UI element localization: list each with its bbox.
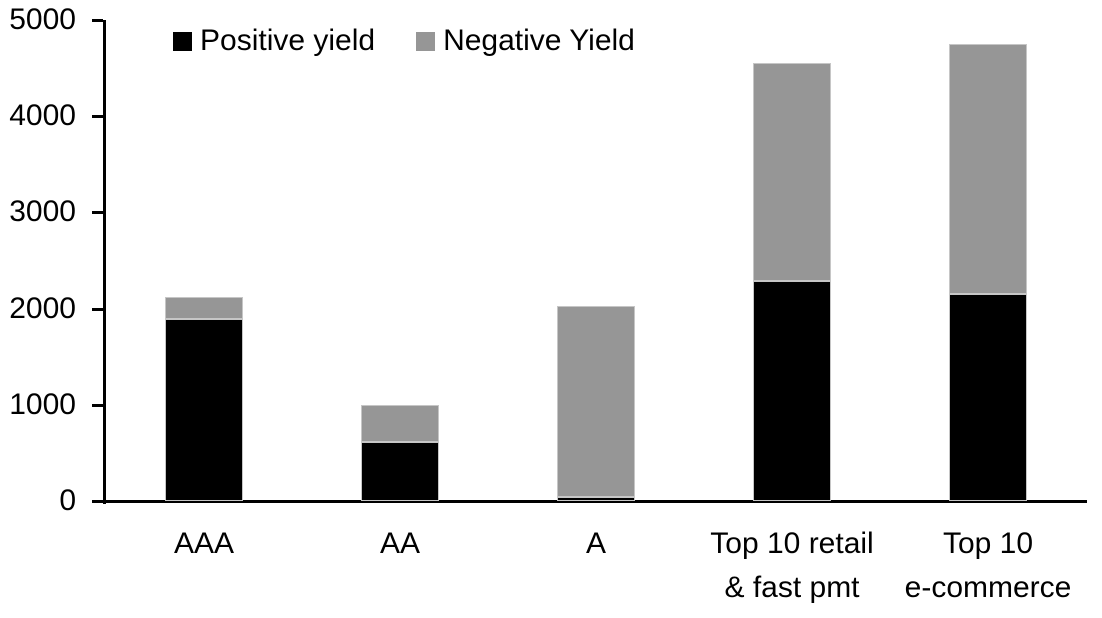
legend-label-positive-yield: Positive yield [200, 24, 376, 57]
legend-swatch-negative-yield-icon [416, 31, 436, 51]
y-axis-line [103, 20, 106, 504]
bar-a-positive-yield-segment [557, 497, 635, 501]
bar-top-10-e-commerce-negative-yield-segment [949, 44, 1027, 295]
x-axis-label-aa: AA [379, 527, 421, 560]
bar-a-negative-yield-segment [557, 305, 635, 498]
y-axis-tick [92, 115, 103, 118]
bar-aaa-negative-yield-segment [165, 297, 243, 320]
x-axis-label-a: A [585, 527, 606, 560]
x-axis-line [92, 500, 1087, 503]
y-axis-tick-label: 1000 [9, 388, 76, 421]
bar-aaa-positive-yield-segment [165, 319, 243, 501]
y-axis-tick-label: 5000 [9, 3, 76, 36]
y-axis-tick [92, 404, 103, 407]
x-axis-label-aaa: AAA [173, 527, 235, 560]
legend-label-negative-yield: Negative Yield [443, 24, 635, 57]
y-axis-tick [92, 19, 103, 22]
legend-swatch-positive-yield-icon [173, 31, 192, 51]
legend-item-positive-yield: Positive yield [173, 24, 376, 57]
bar-aa-negative-yield-segment [361, 404, 439, 442]
y-axis-tick [92, 308, 103, 311]
bar-top-10-retail-fast-pmt-positive-yield-segment [753, 280, 831, 501]
y-axis-tick-label: 0 [59, 484, 76, 517]
chart-legend: Positive yield Negative Yield [173, 24, 635, 57]
legend-item-negative-yield: Negative Yield [416, 24, 635, 57]
y-axis-tick-label: 3000 [9, 195, 76, 228]
y-axis-tick-label: 4000 [9, 99, 76, 132]
y-axis-tick-label: 2000 [9, 292, 76, 325]
x-axis-label-top-10-retail-fast-pmt: Top 10 retail & fast pmt [710, 527, 874, 604]
y-axis-tick [92, 500, 103, 503]
bar-aa-positive-yield-segment [361, 441, 439, 501]
x-axis-label-top-10-e-commerce: Top 10 e-commerce [904, 527, 1072, 604]
bar-top-10-retail-fast-pmt-negative-yield-segment [753, 63, 831, 281]
y-axis-tick [92, 211, 103, 214]
bar-top-10-e-commerce-positive-yield-segment [949, 294, 1027, 501]
